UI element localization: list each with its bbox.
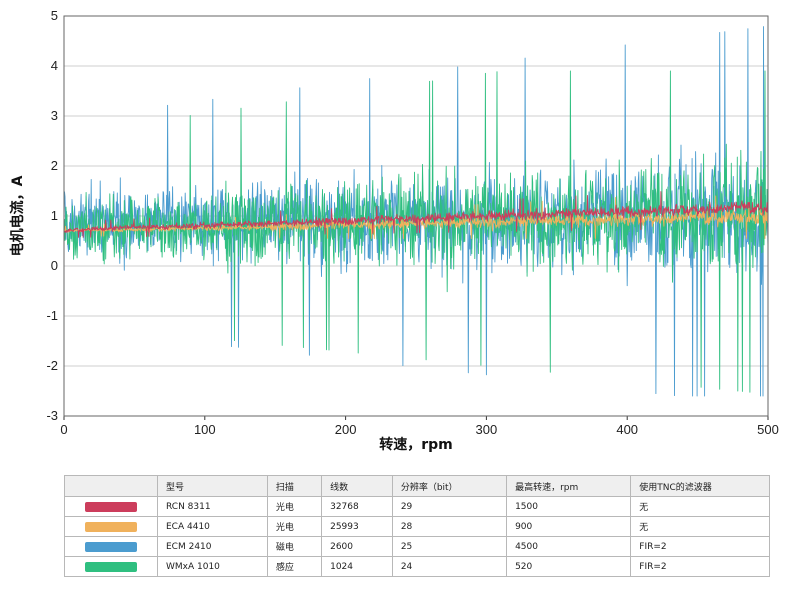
cell-lines: 25993 [321,516,393,537]
series-rcn-8311 [64,186,769,238]
cell-model: ECM 2410 [157,536,268,557]
cell-resolution: 25 [391,536,508,557]
x-tick-label: 100 [194,422,216,437]
plot-frame [63,15,769,417]
cell-filter: FIR=2 [630,556,770,577]
series-wmxa-1010 [63,70,769,393]
cell-filter: 无 [630,496,770,517]
swatch-cell [64,516,158,537]
cell-scan: 感应 [266,556,323,577]
cell-max-speed: 900 [506,516,632,537]
x-tick-label: 200 [335,422,357,437]
swatch-cell [64,496,158,517]
cell-max-speed: 520 [506,556,632,577]
swatch-cell [64,556,158,577]
series-layer [63,26,769,397]
encoder-legend-table: 型号 扫描 线数 分辨率（bit） 最高转速，rpm 使用TNC的滤波器 RCN… [64,475,770,577]
header-max-speed: 最高转速，rpm [506,475,632,497]
current-vs-speed-chart: -3 -2 -1 0 1 2 3 4 5 0 100 200 300 400 500 转速，rpm 电机电流… [9,8,779,453]
header-model: 型号 [157,475,268,497]
color-swatch [85,541,137,552]
y-tick-label: 0 [51,258,58,273]
cell-max-speed: 1500 [506,496,632,517]
header-swatch [64,475,158,497]
cell-resolution: 24 [391,556,508,577]
cell-model: ECA 4410 [157,516,268,537]
y-tick-label: 2 [51,158,58,173]
cell-max-speed: 4500 [506,536,632,557]
table-row: ECM 2410 磁电 2600 25 4500 FIR=2 [64,536,770,557]
cell-filter: 无 [630,516,770,537]
header-filter: 使用TNC的滤波器 [630,475,770,497]
cell-resolution: 28 [391,516,508,537]
series-line [63,70,769,393]
y-tick-label: 1 [51,208,58,223]
chart-area: -3 -2 -1 0 1 2 3 4 5 0 100 200 300 400 500 转速，rpm 电机电流… [9,8,779,453]
cell-scan: 磁电 [266,536,323,557]
x-tick-label: 300 [476,422,498,437]
table-header-row: 型号 扫描 线数 分辨率（bit） 最高转速，rpm 使用TNC的滤波器 [64,475,770,497]
cell-lines: 1024 [321,556,393,577]
x-axis-title: 转速，rpm [379,436,453,453]
table-row: ECA 4410 光电 25993 28 900 无 [64,516,770,537]
series-line [64,186,769,238]
cell-scan: 光电 [266,496,323,517]
header-resolution: 分辨率（bit） [391,475,508,497]
cell-lines: 32768 [321,496,393,517]
header-scan: 扫描 [266,475,323,497]
y-tick-label: 3 [51,108,58,123]
x-tick-label: 0 [60,422,67,437]
y-tick-label: -3 [46,408,58,423]
cell-model: RCN 8311 [157,496,268,517]
y-tick-label: 4 [51,58,58,73]
x-tick-label: 400 [616,422,638,437]
color-swatch [85,561,137,572]
cell-scan: 光电 [266,516,323,537]
cell-lines: 2600 [321,536,393,557]
swatch-cell [64,536,158,557]
color-swatch [85,501,137,512]
color-swatch [85,521,137,532]
cell-model: WMxA 1010 [157,556,268,577]
x-tick-label: 500 [757,422,779,437]
y-tick-label: -2 [46,358,58,373]
y-tick-label: -1 [46,308,58,323]
axes: -3 -2 -1 0 1 2 3 4 5 0 100 200 300 400 500 [46,8,778,437]
table-row: WMxA 1010 感应 1024 24 520 FIR=2 [64,556,770,577]
y-axis-title: 电机电流，A [9,175,26,256]
y-tick-label: 5 [51,8,58,23]
header-lines: 线数 [321,475,393,497]
table-row: RCN 8311 光电 32768 29 1500 无 [64,496,770,517]
cell-filter: FIR=2 [630,536,770,557]
cell-resolution: 29 [391,496,508,517]
